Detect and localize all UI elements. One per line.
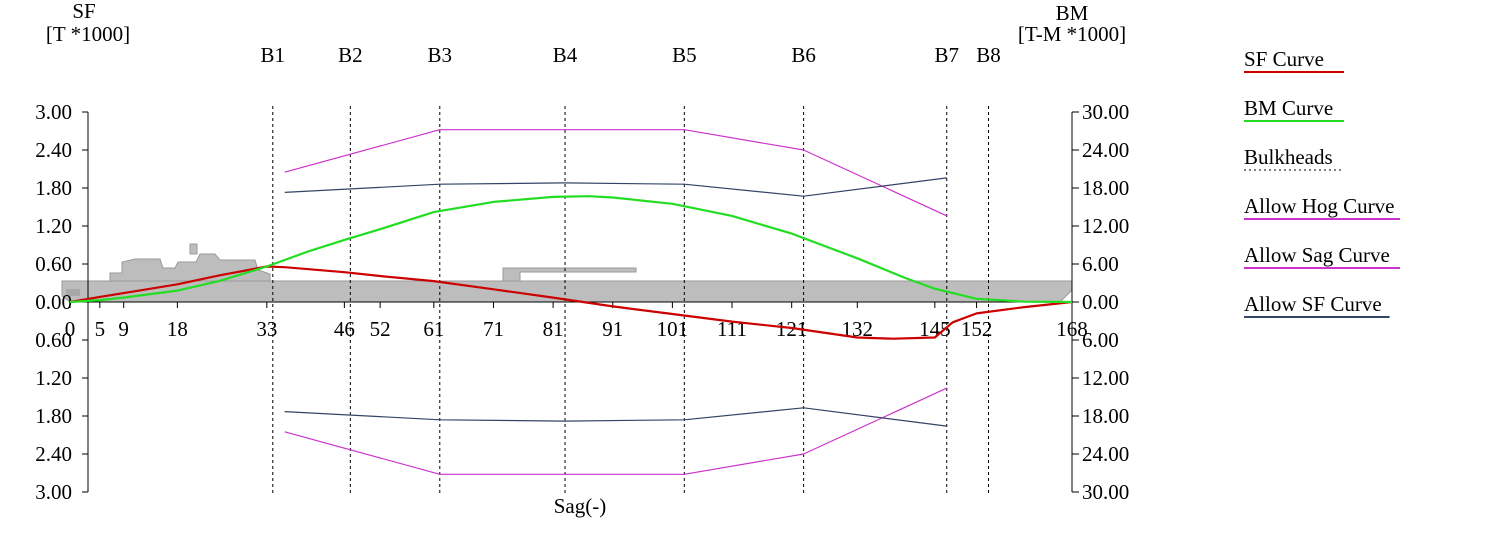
bulkhead-label: B5	[672, 43, 697, 67]
hull-superstructure-aft	[109, 253, 271, 282]
allow-hog-curve-line	[284, 129, 948, 217]
bulkhead-label: B6	[791, 43, 816, 67]
left-tick-label: 3.00	[35, 100, 72, 124]
right-tick-label: 30.00	[1082, 100, 1129, 124]
x-tick-label: 33	[256, 317, 277, 341]
right-tick-label: 18.00	[1082, 404, 1129, 428]
legend-label: Allow SF Curve	[1244, 292, 1382, 316]
left-tick-label: 1.80	[35, 404, 72, 428]
x-tick-label: 18	[167, 317, 188, 341]
left-axis-title: SF	[72, 0, 95, 23]
right-tick-label: 6.00	[1082, 252, 1119, 276]
axis-labels: SF [T *1000] BM [T-M *1000] Sag(-)	[46, 0, 1126, 518]
left-tick-label: 1.20	[35, 214, 72, 238]
right-axis-title: BM	[1056, 1, 1089, 25]
axes: 3.00 2.40 1.80 1.20 0.60 0.00 0.60 1.20 1.80 2.40…	[35, 100, 1129, 504]
hull-mast	[189, 243, 198, 255]
sf-curve-line	[69, 265, 1073, 340]
bm-curve-line	[69, 195, 1073, 304]
bulkhead-label: B3	[428, 43, 453, 67]
x-tick-label: 91	[602, 317, 623, 341]
x-axis-label: Sag(-)	[554, 494, 606, 518]
left-axis-unit: [T *1000]	[46, 22, 130, 46]
legend-label: Allow Hog Curve	[1244, 194, 1395, 218]
left-tick-label: 1.20	[35, 366, 72, 390]
ship-hull-silhouette	[61, 243, 1073, 303]
bulkhead-label: B2	[338, 43, 363, 67]
allow-sag-curve-line	[284, 387, 948, 475]
right-tick-label: 24.00	[1082, 442, 1129, 466]
legend: SF Curve BM Curve Bulkheads Allow Hog Curve…	[1244, 47, 1400, 318]
x-tick-label: 61	[423, 317, 444, 341]
hull-crane	[502, 267, 637, 282]
bulkhead-label: B1	[261, 43, 286, 67]
x-tick-label: 5	[95, 317, 106, 341]
allow-sf-curve-lower-line	[284, 407, 947, 427]
right-tick-label: 12.00	[1082, 366, 1129, 390]
left-tick-label: 3.00	[35, 480, 72, 504]
x-tick-label: 168	[1056, 317, 1088, 341]
hull-rudder	[66, 289, 80, 296]
left-tick-label: 2.40	[35, 442, 72, 466]
right-axis-unit: [T-M *1000]	[1018, 22, 1126, 46]
bulkhead-label: B4	[553, 43, 578, 67]
right-tick-label: 0.00	[1082, 290, 1119, 314]
left-tick-label: 1.80	[35, 176, 72, 200]
x-tick-label: 46	[334, 317, 355, 341]
legend-label: Bulkheads	[1244, 145, 1333, 169]
right-tick-label: 18.00	[1082, 176, 1129, 200]
legend-label: BM Curve	[1244, 96, 1333, 120]
curves	[69, 129, 1073, 475]
x-tick-label: 52	[370, 317, 391, 341]
right-tick-label: 24.00	[1082, 138, 1129, 162]
bulkhead-label: B8	[976, 43, 1001, 67]
allow-sf-curve-line	[284, 177, 947, 197]
left-tick-label: 0.60	[35, 252, 72, 276]
legend-label: SF Curve	[1244, 47, 1324, 71]
x-tick-label: 152	[961, 317, 993, 341]
right-tick-label: 12.00	[1082, 214, 1129, 238]
x-tick-label: 0	[65, 317, 76, 341]
right-tick-label: 6.00	[1082, 328, 1119, 352]
right-tick-label: 30.00	[1082, 480, 1129, 504]
left-tick-label: 0.60	[35, 328, 72, 352]
bulkhead-label: B7	[934, 43, 959, 67]
x-tick-label: 81	[543, 317, 564, 341]
x-tick-label: 101	[657, 317, 689, 341]
x-tick-label: 71	[483, 317, 504, 341]
bulkheads: B1 B2 B3 B4 B5 B6 B7 B8	[261, 43, 1001, 496]
x-tick-label: 9	[118, 317, 129, 341]
legend-label: Allow Sag Curve	[1244, 243, 1390, 267]
left-tick-label: 2.40	[35, 138, 72, 162]
left-tick-label: 0.00	[35, 290, 72, 314]
